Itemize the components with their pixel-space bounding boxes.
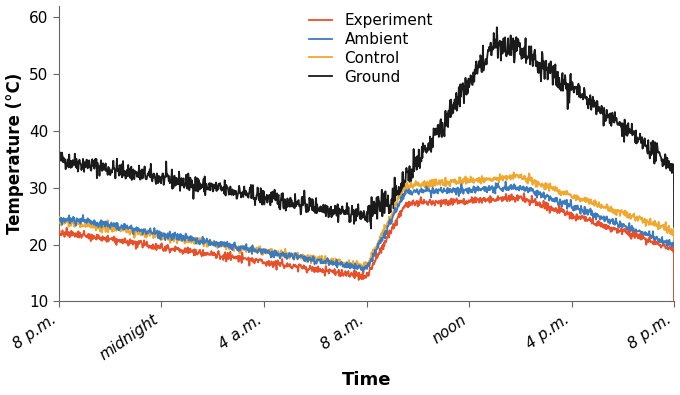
- Control: [137, 233, 145, 237]
- Line: Ground: Ground: [59, 27, 675, 352]
- Ground: [137, 169, 145, 174]
- Ambient: [670, 354, 679, 359]
- Ambient: [378, 239, 386, 243]
- Ambient: [262, 250, 271, 254]
- Control: [378, 230, 386, 235]
- Ground: [391, 198, 399, 203]
- Ambient: [55, 218, 63, 223]
- Line: Ambient: Ambient: [59, 182, 675, 357]
- Control: [510, 170, 518, 175]
- Ambient: [391, 205, 399, 210]
- Experiment: [378, 246, 386, 251]
- Experiment: [322, 263, 330, 268]
- Control: [158, 235, 167, 239]
- Control: [670, 355, 679, 360]
- Ambient: [322, 260, 330, 265]
- Ambient: [158, 233, 167, 238]
- Legend: Experiment, Ambient, Control, Ground: Experiment, Ambient, Control, Ground: [309, 13, 433, 85]
- Ground: [158, 171, 167, 176]
- Ground: [322, 214, 330, 218]
- Experiment: [137, 239, 145, 244]
- Control: [262, 251, 271, 256]
- Line: Control: Control: [59, 172, 675, 357]
- Ground: [493, 25, 501, 30]
- Ambient: [501, 179, 509, 184]
- Y-axis label: Temperature (°C): Temperature (°C): [5, 73, 24, 234]
- Control: [322, 258, 330, 263]
- X-axis label: Time: Time: [342, 371, 392, 389]
- Ambient: [137, 228, 145, 232]
- Experiment: [262, 263, 271, 268]
- Ground: [378, 214, 386, 218]
- Ground: [670, 350, 679, 355]
- Experiment: [158, 246, 167, 251]
- Control: [55, 219, 63, 224]
- Ground: [55, 154, 63, 159]
- Line: Experiment: Experiment: [59, 193, 675, 358]
- Experiment: [520, 191, 528, 196]
- Experiment: [391, 220, 399, 225]
- Experiment: [55, 231, 63, 236]
- Control: [391, 200, 399, 205]
- Experiment: [670, 356, 679, 360]
- Ground: [262, 197, 271, 202]
